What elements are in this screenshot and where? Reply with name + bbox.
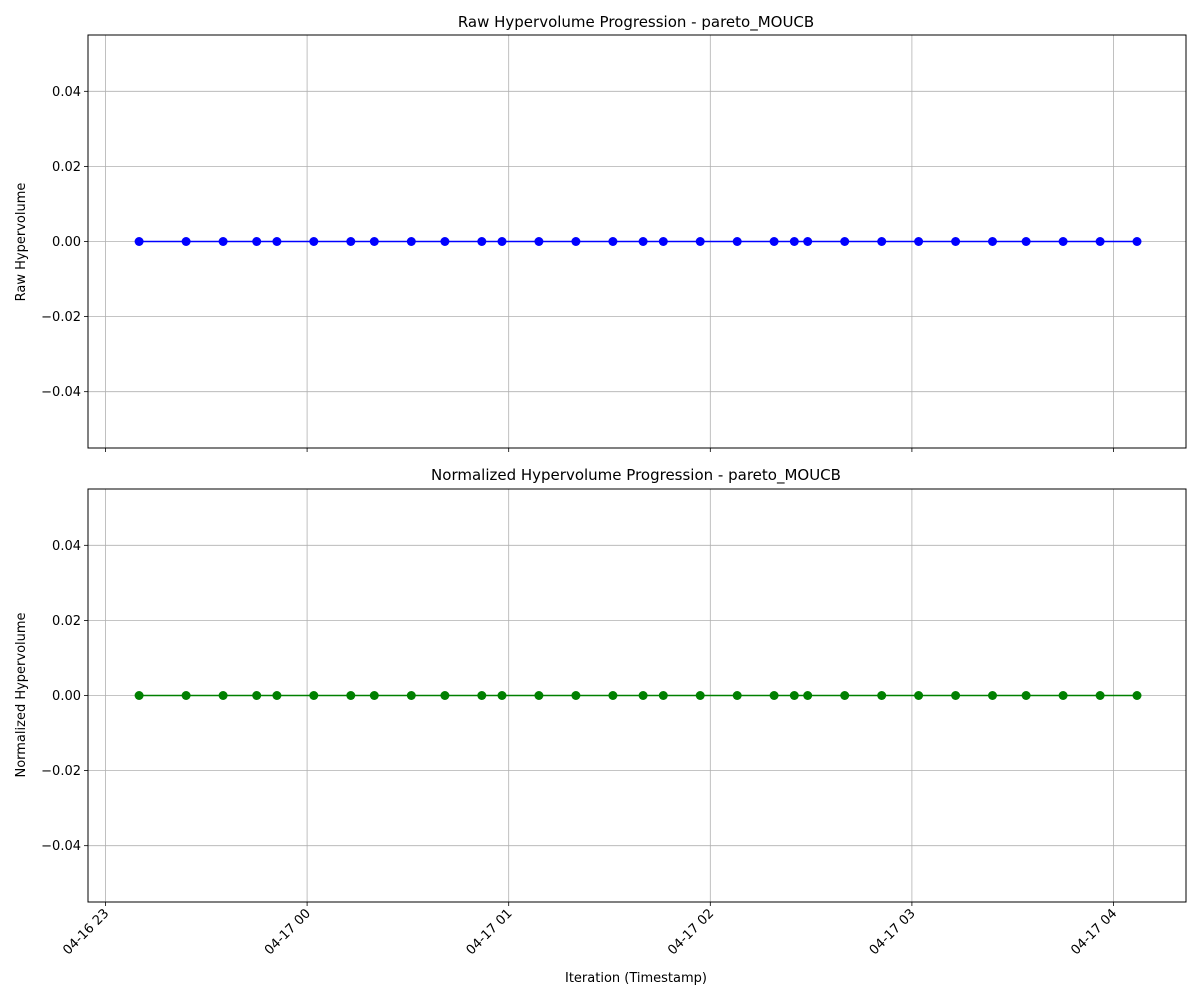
bottom-data-point: [658, 691, 668, 700]
top-data-point: [803, 237, 813, 246]
top-plot-frame: [87, 34, 1187, 449]
top-data-point: [1095, 237, 1105, 246]
top-data-point: [732, 237, 742, 246]
top-data-point: [951, 237, 961, 246]
top-data-point: [1021, 237, 1031, 246]
bottom-data-point: [406, 691, 416, 700]
top-y-tick-label: −0.04: [41, 385, 81, 400]
bottom-data-point: [497, 691, 507, 700]
bottom-plot-frame: [87, 488, 1187, 903]
bottom-data-point: [571, 691, 581, 700]
top-data-point: [369, 237, 379, 246]
top-data-point: [608, 237, 618, 246]
top-data-point: [406, 237, 416, 246]
x-tick-label: 04-17 00: [262, 906, 314, 958]
x-tick-label: 04-17 02: [665, 906, 717, 958]
bottom-y-tick-label: 0.00: [52, 689, 81, 704]
bottom-data-point: [477, 691, 487, 700]
bottom-data-point: [769, 691, 779, 700]
top-data-point: [497, 237, 507, 246]
bottom-y-axis-label: Normalized Hypervolume: [14, 612, 29, 777]
x-tick-label: 04-16 23: [60, 906, 112, 958]
top-data-point: [346, 237, 356, 246]
top-data-point: [789, 237, 799, 246]
x-tick-label: 04-17 01: [464, 906, 516, 958]
top-data-point: [914, 237, 924, 246]
bottom-data-point: [272, 691, 282, 700]
top-data-point: [252, 237, 262, 246]
bottom-data-point: [534, 691, 544, 700]
bottom-data-point: [840, 691, 850, 700]
bottom-data-point: [695, 691, 705, 700]
bottom-y-tick-label: 0.04: [52, 539, 81, 554]
bottom-data-point: [181, 691, 191, 700]
bottom-data-point: [914, 691, 924, 700]
top-data-point: [477, 237, 487, 246]
top-data-point: [272, 237, 282, 246]
top-data-point: [1058, 237, 1068, 246]
bottom-data-point: [732, 691, 742, 700]
top-data-point: [534, 237, 544, 246]
bottom-data-point: [877, 691, 887, 700]
bottom-data-point: [218, 691, 228, 700]
bottom-data-point: [803, 691, 813, 700]
bottom-data-point: [252, 691, 262, 700]
bottom-data-point: [988, 691, 997, 700]
top-y-tick-label: 0.02: [52, 160, 81, 175]
bottom-data-point: [789, 691, 799, 700]
top-data-point: [440, 237, 450, 246]
x-tick-label: 04-17 04: [1068, 906, 1120, 958]
top-data-point: [571, 237, 581, 246]
x-tick-label: 04-17 03: [867, 906, 919, 958]
bottom-y-tick-label: −0.04: [41, 839, 81, 854]
bottom-data-point: [608, 691, 618, 700]
bottom-data-point: [638, 691, 648, 700]
bottom-data-point: [440, 691, 450, 700]
top-chart-title: Raw Hypervolume Progression - pareto_MOU…: [458, 13, 814, 32]
top-y-tick-label: 0.00: [52, 235, 81, 250]
bottom-data-point: [369, 691, 379, 700]
bottom-data-point: [1021, 691, 1031, 700]
top-data-point: [769, 237, 779, 246]
bottom-data-point: [951, 691, 961, 700]
bottom-data-point: [1058, 691, 1068, 700]
top-data-point: [181, 237, 191, 246]
bottom-chart-title: Normalized Hypervolume Progression - par…: [431, 466, 841, 485]
top-data-point: [218, 237, 228, 246]
bottom-data-point: [1095, 691, 1105, 700]
top-data-point: [309, 237, 319, 246]
bottom-data-point: [1132, 691, 1142, 700]
bottom-y-tick-label: −0.02: [41, 764, 81, 779]
top-data-point: [988, 237, 997, 246]
bottom-data-point: [309, 691, 319, 700]
top-y-tick-label: 0.04: [52, 85, 81, 100]
top-y-tick-label: −0.02: [41, 310, 81, 325]
bottom-y-tick-label: 0.02: [52, 614, 81, 629]
top-data-point: [840, 237, 850, 246]
top-data-point: [1132, 237, 1142, 246]
top-data-point: [134, 237, 144, 246]
x-axis-label: Iteration (Timestamp): [565, 971, 707, 986]
top-data-point: [638, 237, 648, 246]
top-data-point: [877, 237, 887, 246]
top-data-point: [695, 237, 705, 246]
top-data-point: [658, 237, 668, 246]
top-y-axis-label: Raw Hypervolume: [14, 183, 29, 302]
bottom-data-point: [134, 691, 144, 700]
bottom-data-point: [346, 691, 356, 700]
